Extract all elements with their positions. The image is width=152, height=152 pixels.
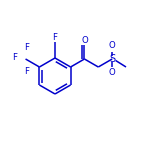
Text: O: O (81, 36, 88, 45)
Text: O: O (109, 41, 116, 50)
Text: S: S (109, 54, 115, 64)
Text: F: F (24, 43, 29, 52)
Text: F: F (52, 33, 57, 41)
Text: F: F (24, 67, 29, 76)
Text: O: O (109, 68, 116, 77)
Text: F: F (12, 54, 17, 62)
